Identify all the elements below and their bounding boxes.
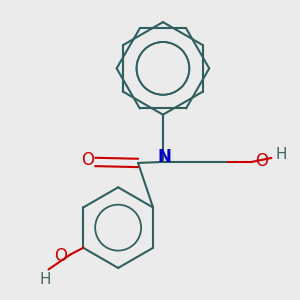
- Text: O: O: [255, 152, 268, 170]
- Text: H: H: [40, 272, 51, 287]
- Text: O: O: [54, 247, 68, 265]
- Text: H: H: [276, 148, 287, 163]
- Text: N: N: [158, 148, 171, 166]
- Text: O: O: [81, 152, 94, 169]
